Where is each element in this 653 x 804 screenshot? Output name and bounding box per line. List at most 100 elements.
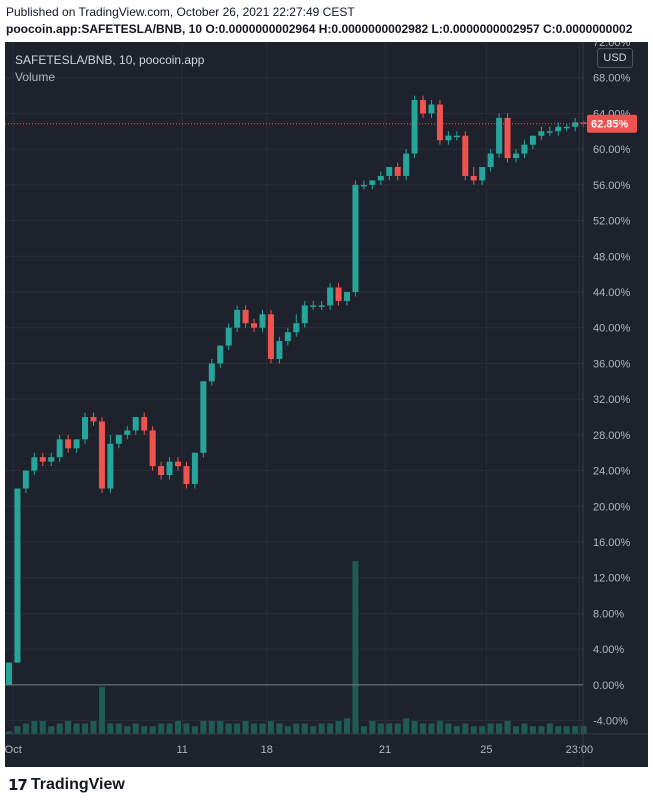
candle-body bbox=[496, 117, 503, 154]
candle-body bbox=[572, 122, 579, 127]
candle bbox=[496, 113, 503, 159]
candle-body bbox=[225, 327, 232, 346]
candle bbox=[580, 120, 587, 127]
volume-bar bbox=[191, 726, 198, 734]
published-info: Published on TradingView.com, October 26… bbox=[6, 5, 355, 19]
candle bbox=[293, 314, 300, 337]
candle-body bbox=[124, 430, 131, 435]
candle bbox=[225, 323, 232, 351]
tradingview-logo[interactable]: 17 TradingView bbox=[8, 775, 125, 795]
y-tick-label: 40.00% bbox=[593, 323, 631, 335]
ohlc-summary: poocoin.app:SAFETESLA/BNB, 10 O:0.000000… bbox=[6, 22, 633, 36]
x-tick-label: 21 bbox=[379, 744, 391, 756]
y-tick-label: -4.00% bbox=[593, 716, 628, 728]
y-tick-label: 68.00% bbox=[593, 73, 631, 85]
y-tick-label: 0.00% bbox=[593, 680, 624, 692]
candle bbox=[521, 140, 528, 159]
volume-bar bbox=[284, 726, 291, 734]
candle-body bbox=[82, 417, 89, 440]
volume-bar bbox=[310, 726, 317, 734]
candle bbox=[420, 95, 427, 118]
candle bbox=[555, 122, 562, 136]
candle bbox=[487, 149, 494, 172]
volume-bar bbox=[56, 723, 63, 734]
candle bbox=[335, 283, 342, 306]
candle bbox=[56, 434, 63, 462]
candle bbox=[251, 318, 258, 333]
price-chart[interactable]: 72.00%68.00%64.00%60.00%56.00%52.00%48.0… bbox=[5, 42, 648, 767]
volume-bar bbox=[563, 726, 570, 734]
volume-bar bbox=[234, 723, 241, 734]
volume-bar bbox=[436, 720, 443, 734]
candle-body bbox=[529, 135, 536, 145]
publish-header: Published on TradingView.com, October 26… bbox=[0, 0, 653, 40]
volume-bars bbox=[6, 561, 587, 734]
candle-body bbox=[175, 461, 181, 467]
candle bbox=[386, 167, 393, 181]
candle-body bbox=[487, 153, 494, 168]
candle-body bbox=[234, 309, 241, 328]
candle bbox=[6, 662, 12, 685]
candlesticks bbox=[6, 95, 587, 685]
candle-body bbox=[191, 452, 198, 484]
volume-bar bbox=[132, 723, 139, 734]
candle bbox=[403, 149, 410, 181]
candle bbox=[14, 488, 21, 663]
candle bbox=[572, 117, 579, 132]
volume-bar bbox=[420, 723, 427, 734]
candle bbox=[191, 452, 198, 489]
candle bbox=[175, 457, 181, 471]
candle bbox=[538, 126, 545, 141]
volume-legend[interactable]: Volume bbox=[15, 70, 56, 84]
candle-body bbox=[301, 305, 308, 324]
currency-button[interactable]: USD bbox=[597, 48, 633, 68]
candle-body bbox=[521, 144, 528, 154]
candle bbox=[158, 461, 165, 480]
chart-panel[interactable]: 72.00% 68.00% 64.00% 60.00% 56.00% 52.00% 48.0… bbox=[5, 42, 648, 767]
volume-bar bbox=[529, 726, 536, 734]
volume-bar bbox=[65, 720, 72, 734]
y-tick-label: 60.00% bbox=[593, 144, 631, 156]
volume-bar bbox=[318, 723, 325, 734]
candle-body bbox=[107, 443, 114, 489]
candle bbox=[360, 180, 367, 190]
candle-body bbox=[580, 122, 587, 124]
candle bbox=[107, 434, 114, 493]
candle-body bbox=[504, 117, 511, 159]
volume-bar bbox=[14, 726, 21, 734]
candle-body bbox=[149, 430, 156, 467]
candle-body bbox=[470, 175, 477, 181]
candle bbox=[529, 135, 536, 150]
volume-bar bbox=[301, 723, 308, 734]
candle-body bbox=[251, 323, 258, 328]
price-axis: 72.00%68.00%64.00%60.00%56.00%52.00%48.0… bbox=[582, 42, 631, 767]
candle-body bbox=[335, 287, 342, 301]
candle bbox=[462, 131, 469, 181]
candle-body bbox=[276, 341, 283, 359]
candle-body bbox=[65, 439, 72, 449]
candle bbox=[22, 470, 29, 493]
candle-body bbox=[6, 662, 12, 685]
last-price-label: 62.85% bbox=[591, 119, 629, 131]
candle bbox=[234, 305, 241, 333]
candle bbox=[132, 417, 139, 435]
candle-body bbox=[394, 167, 401, 176]
candle-body bbox=[284, 332, 291, 342]
candle bbox=[301, 300, 308, 328]
candle bbox=[65, 434, 72, 453]
y-tick-label: 44.00% bbox=[593, 287, 631, 299]
volume-bar bbox=[242, 720, 249, 734]
candle-body bbox=[200, 381, 207, 453]
symbol-legend[interactable]: SAFETESLA/BNB, 10, poocoin.app bbox=[15, 53, 205, 67]
candle bbox=[200, 381, 207, 458]
candle bbox=[98, 417, 105, 493]
volume-bar bbox=[428, 723, 435, 734]
candle bbox=[513, 149, 519, 163]
volume-bar bbox=[82, 723, 89, 734]
candle bbox=[352, 180, 359, 297]
candle-body bbox=[14, 488, 21, 663]
candle bbox=[115, 434, 122, 449]
volume-bar bbox=[513, 726, 519, 734]
y-tick-label: 4.00% bbox=[593, 644, 624, 656]
candle bbox=[470, 167, 477, 185]
